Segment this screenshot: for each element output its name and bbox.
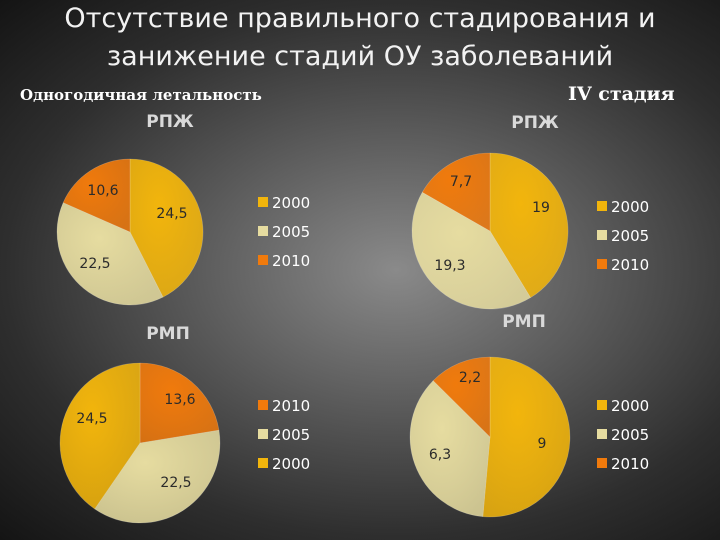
data-label-2010: 7,7	[450, 174, 472, 190]
pie-slice-2000	[129, 158, 204, 298]
slide-title-line2: занижение стадий ОУ заболеваний	[106, 41, 614, 72]
slide-title-line1: Отсутствие правильного стадирования и	[64, 3, 656, 34]
legend-swatch-2000	[258, 458, 268, 468]
legend-swatch-2010	[597, 259, 607, 269]
legend-swatch-2005	[597, 230, 607, 240]
pie-slice-2005	[94, 429, 221, 524]
chart-title: РМП	[146, 324, 190, 344]
pie-slice-2005	[411, 191, 531, 310]
legend-swatch-2005	[258, 429, 268, 439]
legend-label-2010: 2010	[611, 455, 649, 473]
legend-swatch-2005	[597, 429, 607, 439]
legend-label-2010: 2010	[611, 256, 649, 274]
pie-slice-2000	[482, 356, 571, 518]
legend-label-2000: 2000	[272, 194, 310, 212]
data-label-2000: 19	[532, 200, 550, 216]
data-label-2000: 24,5	[76, 411, 107, 427]
legend-swatch-2000	[597, 400, 607, 410]
legend-swatch-2000	[597, 201, 607, 211]
legend-label-2005: 2005	[272, 223, 310, 241]
data-label-2000: 24,5	[156, 206, 187, 222]
right-group-heading: IV стадия	[568, 83, 675, 105]
legend-swatch-2010	[258, 400, 268, 410]
legend-label-2010: 2010	[272, 252, 310, 270]
legend-label-2000: 2000	[272, 455, 310, 473]
legend-swatch-2010	[258, 255, 268, 265]
legend-label-2000: 2000	[611, 397, 649, 415]
pie-slice-2010	[62, 158, 131, 233]
data-label-2005: 6,3	[429, 447, 451, 463]
legend-swatch-2005	[258, 226, 268, 236]
left-group-heading: Одногодичная летальность	[20, 86, 262, 104]
data-label-2005: 19,3	[434, 258, 465, 274]
data-label-2005: 22,5	[160, 475, 191, 491]
legend-label-2005: 2005	[272, 426, 310, 444]
pie-slice-2010	[139, 362, 220, 444]
pie-slice-2005	[409, 380, 491, 518]
data-label-2005: 22,5	[79, 256, 110, 272]
slide-title: Отсутствие правильного стадирования и за…	[0, 0, 720, 76]
pie-slice-2000	[489, 152, 569, 299]
legend-label-2010: 2010	[272, 397, 310, 415]
legend-label-2005: 2005	[611, 227, 649, 245]
chart-title: РМП	[502, 312, 546, 332]
legend-swatch-2000	[258, 197, 268, 207]
pie-slice-2000	[59, 362, 141, 510]
data-label-2010: 2,2	[459, 370, 481, 386]
pie-chart-4: РМП 9 6,3 2,2 2000 2005 2010	[409, 312, 649, 518]
legend-swatch-2010	[597, 458, 607, 468]
pie-slice-2005	[56, 202, 164, 306]
pie-slice-2010	[421, 152, 491, 232]
legend-label-2000: 2000	[611, 198, 649, 216]
legend-label-2005: 2005	[611, 426, 649, 444]
data-label-2000: 9	[538, 436, 547, 452]
pie-chart-1: РПЖ 24,5 22,5 10,6 2000 2005 2010	[56, 112, 310, 306]
chart-title: РПЖ	[511, 113, 559, 133]
pie-chart-3: РМП 13,6 22,5 24,5 2010 2005 2000	[59, 324, 310, 524]
pie-slice-2010	[432, 356, 491, 438]
chart-title: РПЖ	[146, 112, 194, 132]
data-label-2010: 10,6	[87, 183, 118, 199]
data-label-2010: 13,6	[164, 392, 195, 408]
pie-chart-2: РПЖ 19 19,3 7,7 2000 2005 2010	[411, 113, 649, 310]
